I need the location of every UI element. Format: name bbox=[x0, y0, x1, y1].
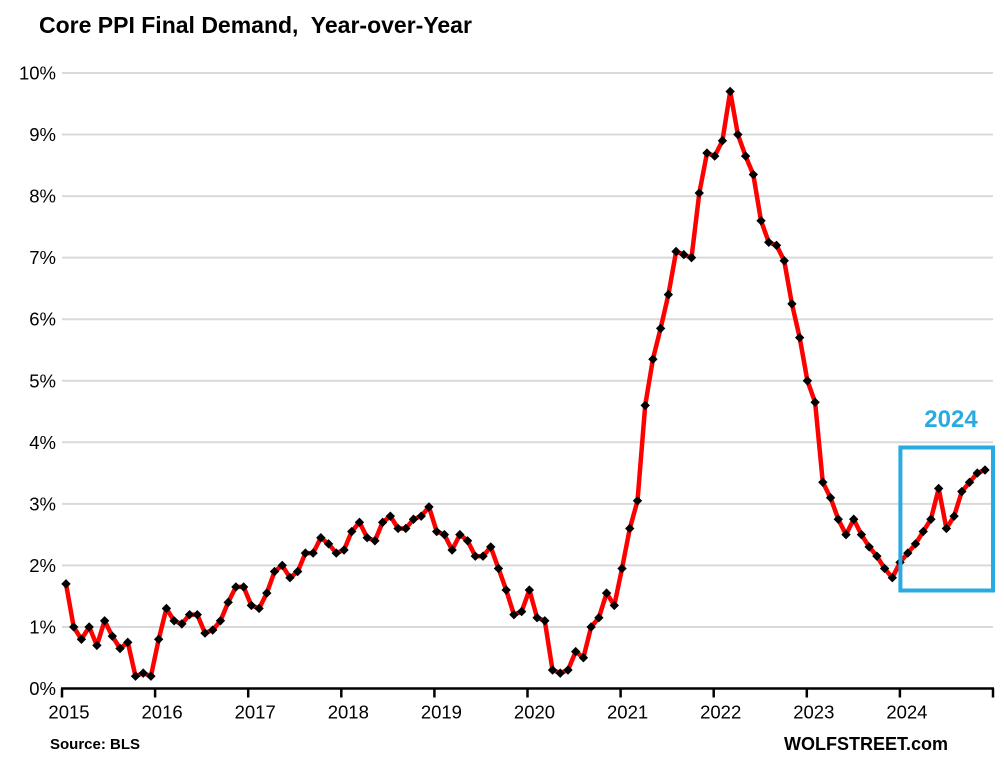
y-axis-tick-label: 0% bbox=[29, 678, 56, 699]
y-axis-tick-label: 3% bbox=[29, 493, 56, 514]
chart-title: Core PPI Final Demand, Year-over-Year bbox=[39, 12, 472, 38]
x-axis-tick-label: 2024 bbox=[886, 702, 927, 723]
x-axis-tick-label: 2019 bbox=[421, 702, 462, 723]
x-axis-tick-label: 2015 bbox=[48, 702, 89, 723]
x-axis-tick-label: 2018 bbox=[328, 702, 369, 723]
x-axis-tick-label: 2022 bbox=[700, 702, 741, 723]
watermark-wolfstreet: WOLFSTREET.com bbox=[783, 734, 948, 754]
series-line-core-ppi bbox=[63, 89, 988, 679]
y-axis-tick-label: 5% bbox=[29, 370, 56, 391]
highlight-year-label: 2024 bbox=[924, 406, 978, 433]
x-axis-tick-label: 2021 bbox=[607, 702, 648, 723]
y-axis-tick-label: 6% bbox=[29, 309, 56, 330]
highlight-box-2024 bbox=[898, 445, 996, 593]
y-axis-tick-label: 10% bbox=[19, 63, 56, 84]
y-axis-tick-label: 2% bbox=[29, 555, 56, 576]
x-axis-tick-label: 2020 bbox=[514, 702, 555, 723]
y-axis-tick-label: 1% bbox=[29, 616, 56, 637]
y-axis-tick-label: 9% bbox=[29, 124, 56, 145]
y-axis-tick-label: 4% bbox=[29, 432, 56, 453]
source-note: Source: BLS bbox=[50, 736, 141, 753]
x-axis-tick-label: 2023 bbox=[793, 702, 834, 723]
y-axis-tick-label: 8% bbox=[29, 186, 56, 207]
x-axis-tick-label: 2017 bbox=[235, 702, 276, 723]
x-axis-tick-label: 2016 bbox=[142, 702, 183, 723]
data-point-markers bbox=[61, 86, 990, 681]
y-axis-tick-label: 7% bbox=[29, 247, 56, 268]
